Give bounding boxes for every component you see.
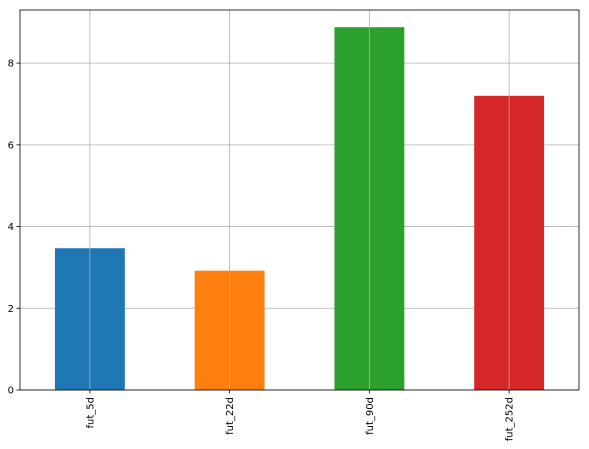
x-grid-lines [89, 10, 510, 390]
y-tick-label: 2 [8, 304, 14, 315]
y-axis-ticks: 0 2 4 6 8 [8, 59, 20, 397]
x-tick-label: fut_22d [225, 397, 236, 435]
bars [54, 27, 545, 391]
x-tick-label: fut_252d [505, 397, 516, 441]
x-axis-ticks: fut_5d fut_22d fut_90d fut_252d [85, 390, 516, 441]
y-tick-label: 0 [8, 386, 14, 397]
x-tick-label: fut_5d [85, 397, 96, 429]
y-tick-label: 6 [8, 140, 14, 151]
y-tick-label: 8 [8, 59, 14, 70]
y-tick-label: 4 [8, 222, 14, 233]
plot-frame [19, 9, 580, 391]
x-tick-label: fut_90d [365, 397, 376, 435]
